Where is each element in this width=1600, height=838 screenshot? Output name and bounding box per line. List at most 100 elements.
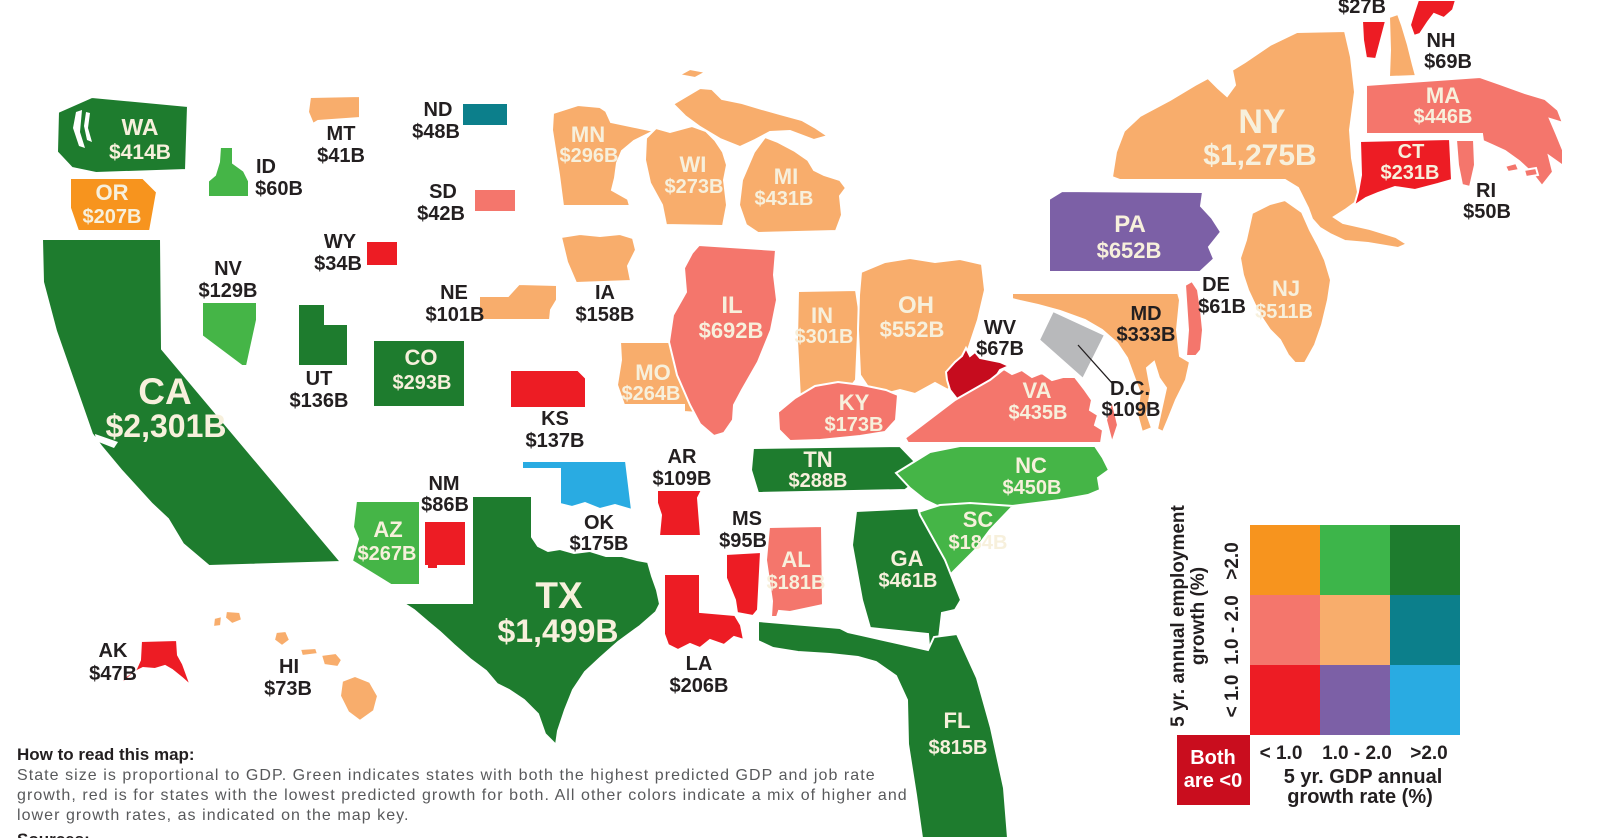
svg-text:$461B: $461B (879, 570, 938, 592)
svg-text:$60B: $60B (255, 178, 303, 200)
svg-text:$34B: $34B (314, 253, 362, 275)
svg-text:VA: VA (1023, 378, 1052, 403)
svg-text:UT: UT (306, 368, 333, 390)
svg-text:$1,499B: $1,499B (498, 613, 619, 649)
svg-text:$2,301B: $2,301B (106, 408, 227, 444)
svg-text:$450B: $450B (1003, 477, 1062, 499)
svg-text:$73B: $73B (264, 678, 312, 700)
svg-text:$815B: $815B (929, 737, 988, 759)
svg-text:How to read this map:: How to read this map: (17, 745, 195, 764)
svg-text:AZ: AZ (373, 517, 402, 542)
svg-text:IA: IA (595, 282, 615, 304)
svg-text:LA: LA (686, 653, 713, 675)
svg-text:State size is proportional to: State size is proportional to GDP. Green… (17, 767, 876, 784)
svg-text:growth, red is for states with: growth, red is for states with the lowes… (17, 787, 908, 804)
svg-text:$431B: $431B (755, 188, 814, 210)
svg-text:$41B: $41B (317, 145, 365, 167)
svg-text:TX: TX (535, 575, 583, 616)
svg-text:$652B: $652B (1097, 238, 1162, 263)
svg-text:$264B: $264B (622, 383, 681, 405)
svg-text:$95B: $95B (719, 530, 767, 552)
svg-text:FL: FL (944, 708, 971, 733)
svg-text:$435B: $435B (1009, 402, 1068, 424)
svg-text:1.0 - 2.0: 1.0 - 2.0 (1222, 595, 1243, 665)
svg-text:growth rate (%): growth rate (%) (1287, 786, 1433, 808)
svg-text:$414B: $414B (109, 141, 171, 164)
svg-text:$50B: $50B (1463, 201, 1511, 223)
svg-text:MO: MO (635, 360, 670, 385)
svg-text:MA: MA (1426, 83, 1460, 108)
svg-text:$158B: $158B (576, 304, 635, 326)
svg-text:>2.0: >2.0 (1410, 743, 1448, 764)
svg-text:WI: WI (680, 152, 707, 177)
svg-text:MT: MT (327, 123, 356, 145)
svg-text:lower growth rates, as indicat: lower growth rates, as indicated on the … (17, 807, 410, 824)
svg-text:$27B: $27B (1338, 0, 1386, 18)
svg-text:IL: IL (721, 292, 742, 319)
svg-text:MI: MI (774, 164, 798, 189)
svg-text:$61B: $61B (1198, 296, 1246, 318)
svg-text:CT: CT (1398, 141, 1425, 163)
svg-text:NV: NV (214, 258, 242, 280)
svg-text:WY: WY (324, 231, 357, 253)
svg-text:D.C.: D.C. (1110, 378, 1150, 400)
svg-text:AR: AR (668, 446, 697, 468)
svg-text:MD: MD (1130, 303, 1161, 325)
svg-text:$552B: $552B (880, 317, 945, 342)
svg-text:$184B: $184B (949, 532, 1008, 554)
svg-text:SD: SD (429, 181, 457, 203)
svg-text:are <0: are <0 (1184, 770, 1242, 792)
svg-text:$175B: $175B (570, 533, 629, 555)
svg-text:$446B: $446B (1414, 106, 1473, 128)
svg-text:MN: MN (571, 122, 605, 147)
svg-text:NC: NC (1015, 453, 1047, 478)
svg-text:ND: ND (424, 99, 453, 121)
svg-text:NH: NH (1427, 30, 1456, 52)
svg-text:$288B: $288B (789, 470, 848, 492)
svg-text:WV: WV (984, 317, 1017, 339)
svg-text:$47B: $47B (89, 663, 137, 685)
svg-text:Both: Both (1190, 747, 1236, 769)
svg-text:$136B: $136B (290, 390, 349, 412)
svg-text:RI: RI (1476, 180, 1496, 202)
svg-text:AK: AK (99, 640, 128, 662)
svg-text:DE: DE (1202, 274, 1230, 296)
svg-text:NJ: NJ (1272, 276, 1300, 301)
svg-text:OR: OR (96, 180, 129, 205)
svg-text:$206B: $206B (670, 675, 729, 697)
svg-text:Sources:: Sources: (17, 830, 90, 838)
svg-text:$296B: $296B (560, 145, 619, 167)
svg-text:$42B: $42B (417, 203, 465, 225)
svg-text:$333B: $333B (1117, 324, 1176, 346)
svg-text:$101B: $101B (426, 304, 485, 326)
svg-text:$1,275B: $1,275B (1203, 139, 1316, 172)
svg-text:$273B: $273B (665, 176, 724, 198)
svg-text:AL: AL (781, 547, 810, 572)
svg-text:$301B: $301B (795, 326, 854, 348)
svg-text:1.0 - 2.0: 1.0 - 2.0 (1322, 743, 1392, 764)
svg-text:$293B: $293B (393, 372, 452, 394)
svg-text:$86B: $86B (421, 494, 469, 516)
svg-text:$231B: $231B (1381, 162, 1440, 184)
svg-text:ID: ID (256, 156, 276, 178)
svg-text:5 yr. annual employment: 5 yr. annual employment (1168, 504, 1189, 726)
svg-text:OK: OK (584, 512, 615, 534)
svg-text:SC: SC (963, 507, 994, 532)
svg-text:NY: NY (1238, 103, 1286, 141)
svg-text:$173B: $173B (825, 414, 884, 436)
svg-text:growth (%): growth (%) (1188, 567, 1209, 665)
svg-text:KY: KY (839, 390, 870, 415)
svg-text:< 1.0: < 1.0 (1260, 743, 1303, 764)
svg-text:$129B: $129B (199, 280, 258, 302)
svg-text:$207B: $207B (83, 206, 142, 228)
svg-text:PA: PA (1114, 211, 1146, 238)
svg-text:$137B: $137B (526, 430, 585, 452)
svg-text:KS: KS (541, 408, 569, 430)
svg-text:OH: OH (898, 292, 934, 319)
svg-text:$692B: $692B (699, 318, 764, 343)
svg-text:MS: MS (732, 508, 762, 530)
svg-text:$109B: $109B (653, 468, 712, 490)
svg-text:$69B: $69B (1424, 51, 1472, 73)
svg-text:NM: NM (428, 473, 459, 495)
svg-text:CO: CO (405, 345, 438, 370)
